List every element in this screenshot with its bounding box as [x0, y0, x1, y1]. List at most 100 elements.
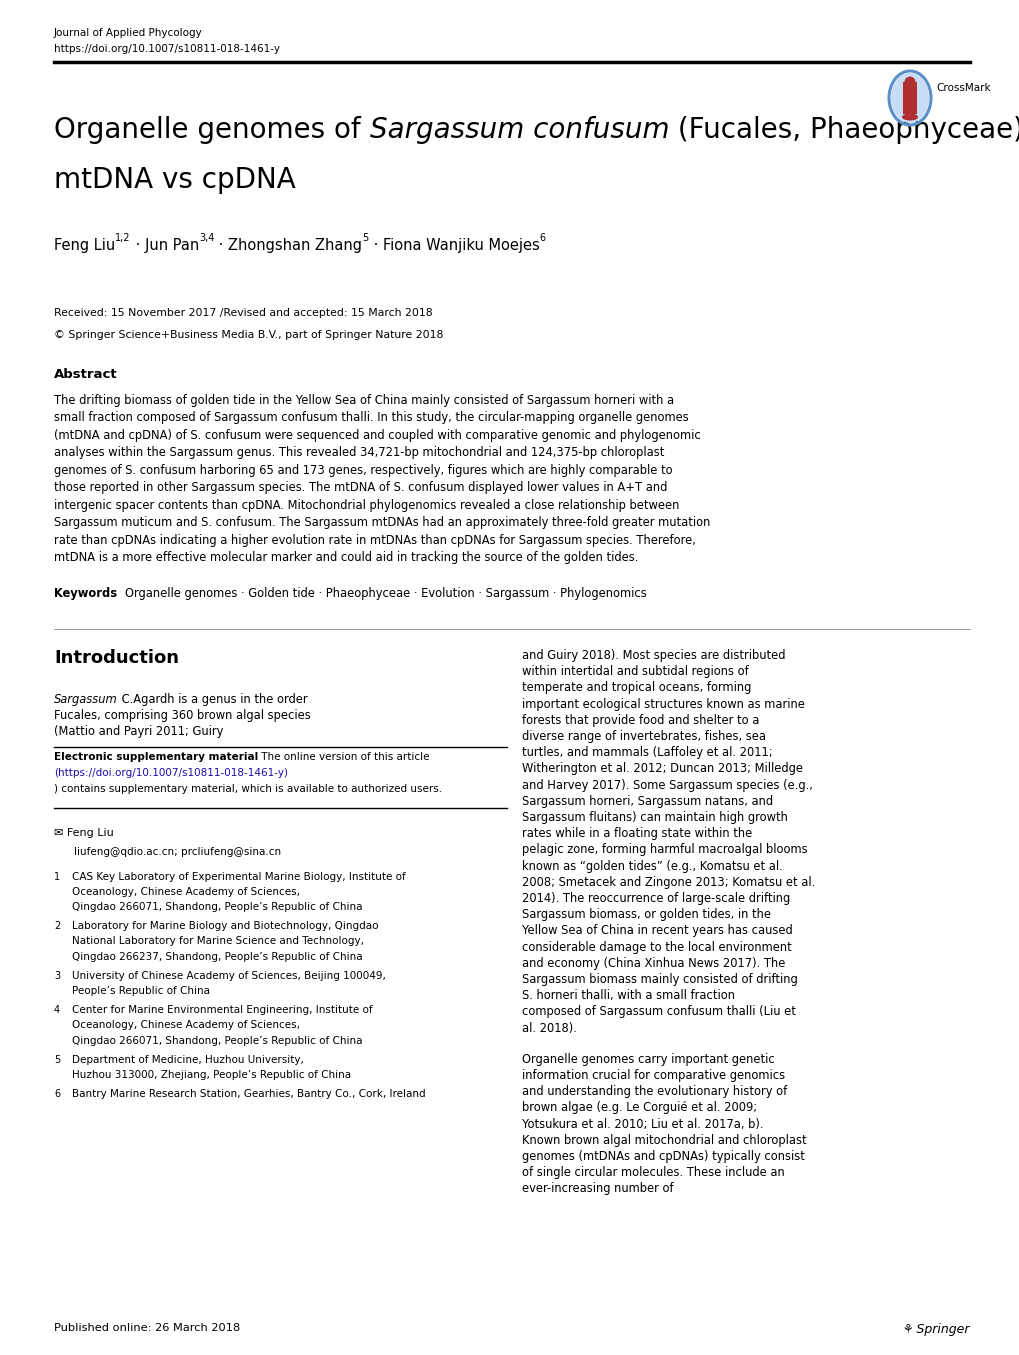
Text: mtDNA is a more effective molecular marker and could aid in tracking the source : mtDNA is a more effective molecular mark… [54, 551, 638, 565]
Text: Sargassum biomass mainly consisted of drifting: Sargassum biomass mainly consisted of dr… [522, 973, 797, 986]
Text: considerable damage to the local environment: considerable damage to the local environ… [522, 940, 791, 954]
Text: known as “golden tides” (e.g., Komatsu et al.: known as “golden tides” (e.g., Komatsu e… [522, 859, 782, 873]
Text: Sargassum fluitans) can maintain high growth: Sargassum fluitans) can maintain high gr… [522, 812, 787, 824]
Text: (https://doi.org/10.1007/s10811-018-1461-y): (https://doi.org/10.1007/s10811-018-1461… [54, 768, 287, 778]
Text: C.Agardh is a genus in the order: C.Agardh is a genus in the order [117, 692, 307, 706]
Ellipse shape [901, 114, 917, 121]
Text: CrossMark: CrossMark [935, 83, 989, 93]
Text: Fucales, comprising 360 brown algal species: Fucales, comprising 360 brown algal spec… [54, 709, 311, 722]
Text: Witherington et al. 2012; Duncan 2013; Milledge: Witherington et al. 2012; Duncan 2013; M… [522, 763, 802, 775]
Text: People’s Republic of China: People’s Republic of China [72, 986, 210, 996]
Text: Oceanology, Chinese Academy of Sciences,: Oceanology, Chinese Academy of Sciences, [72, 1020, 300, 1030]
Text: (Mattio and Payri 2011; Guiry: (Mattio and Payri 2011; Guiry [54, 725, 223, 738]
Text: composed of Sargassum confusum thalli (Liu et: composed of Sargassum confusum thalli (L… [522, 1005, 795, 1019]
Text: 3,4: 3,4 [199, 233, 214, 243]
Circle shape [904, 76, 915, 88]
Text: (Fucales, Phaeophyceae):: (Fucales, Phaeophyceae): [668, 117, 1019, 144]
Text: and Harvey 2017). Some Sargassum species (e.g.,: and Harvey 2017). Some Sargassum species… [522, 779, 812, 791]
Text: 2014). The reoccurrence of large-scale drifting: 2014). The reoccurrence of large-scale d… [522, 892, 790, 905]
Text: analyses within the Sargassum genus. This revealed 34,721-bp mitochondrial and 1: analyses within the Sargassum genus. Thi… [54, 447, 663, 459]
Text: Oceanology, Chinese Academy of Sciences,: Oceanology, Chinese Academy of Sciences, [72, 886, 300, 897]
Text: Feng Liu: Feng Liu [54, 238, 115, 253]
Text: Qingdao 266237, Shandong, People’s Republic of China: Qingdao 266237, Shandong, People’s Repub… [72, 951, 363, 962]
Text: © Springer Science+Business Media B.V., part of Springer Nature 2018: © Springer Science+Business Media B.V., … [54, 331, 443, 340]
Text: genomes of S. confusum harboring 65 and 173 genes, respectively, figures which a: genomes of S. confusum harboring 65 and … [54, 463, 672, 477]
Text: The online version of this article: The online version of this article [258, 752, 429, 762]
Text: Published online: 26 March 2018: Published online: 26 March 2018 [54, 1322, 240, 1333]
Text: small fraction composed of Sargassum confusum thalli. In this study, the circula: small fraction composed of Sargassum con… [54, 412, 688, 424]
Text: Sargassum confusum: Sargassum confusum [369, 117, 668, 144]
Text: ) contains supplementary material, which is available to authorized users.: ) contains supplementary material, which… [54, 785, 441, 794]
Text: Electronic supplementary material: Electronic supplementary material [54, 752, 258, 762]
Text: within intertidal and subtidal regions of: within intertidal and subtidal regions o… [522, 665, 748, 679]
Text: Abstract: Abstract [54, 369, 117, 381]
Text: Sargassum horneri, Sargassum natans, and: Sargassum horneri, Sargassum natans, and [522, 795, 772, 808]
Text: rates while in a floating state within the: rates while in a floating state within t… [522, 827, 752, 840]
Text: 1: 1 [54, 871, 60, 882]
Text: Center for Marine Environmental Engineering, Institute of: Center for Marine Environmental Engineer… [72, 1005, 372, 1015]
Text: National Laboratory for Marine Science and Technology,: National Laboratory for Marine Science a… [72, 936, 364, 946]
Text: ever-increasing number of: ever-increasing number of [522, 1183, 673, 1195]
Text: pelagic zone, forming harmful macroalgal blooms: pelagic zone, forming harmful macroalgal… [522, 843, 807, 856]
Text: 5: 5 [362, 233, 368, 243]
Text: Organelle genomes · Golden tide · Phaeophyceae · Evolution · Sargassum · Phyloge: Organelle genomes · Golden tide · Phaeop… [125, 587, 646, 600]
Text: https://doi.org/10.1007/s10811-018-1461-y: https://doi.org/10.1007/s10811-018-1461-… [54, 43, 280, 54]
Text: and understanding the evolutionary history of: and understanding the evolutionary histo… [522, 1085, 787, 1098]
Text: rate than cpDNAs indicating a higher evolution rate in mtDNAs than cpDNAs for Sa: rate than cpDNAs indicating a higher evo… [54, 534, 695, 547]
Text: Sargassum biomass, or golden tides, in the: Sargassum biomass, or golden tides, in t… [522, 908, 770, 921]
Text: Yellow Sea of China in recent years has caused: Yellow Sea of China in recent years has … [522, 924, 792, 938]
Text: Department of Medicine, Huzhou University,: Department of Medicine, Huzhou Universit… [72, 1054, 304, 1065]
Text: mtDNA vs cpDNA: mtDNA vs cpDNA [54, 167, 296, 194]
Text: · Fiona Wanjiku Moejes: · Fiona Wanjiku Moejes [368, 238, 539, 253]
Text: 2008; Smetacek and Zingone 2013; Komatsu et al.: 2008; Smetacek and Zingone 2013; Komatsu… [522, 875, 814, 889]
Text: liufeng@qdio.ac.cn; prcliufeng@sina.cn: liufeng@qdio.ac.cn; prcliufeng@sina.cn [74, 847, 281, 856]
Text: turtles, and mammals (Laffoley et al. 2011;: turtles, and mammals (Laffoley et al. 20… [522, 747, 771, 759]
Text: Journal of Applied Phycology: Journal of Applied Phycology [54, 28, 203, 38]
Text: forests that provide food and shelter to a: forests that provide food and shelter to… [522, 714, 758, 726]
Text: 6: 6 [539, 233, 545, 243]
Text: (mtDNA and cpDNA) of S. confusum were sequenced and coupled with comparative gen: (mtDNA and cpDNA) of S. confusum were se… [54, 430, 700, 442]
Text: Qingdao 266071, Shandong, People’s Republic of China: Qingdao 266071, Shandong, People’s Repub… [72, 902, 362, 912]
Text: Huzhou 313000, Zhejiang, People’s Republic of China: Huzhou 313000, Zhejiang, People’s Republ… [72, 1070, 351, 1080]
Text: Known brown algal mitochondrial and chloroplast: Known brown algal mitochondrial and chlo… [522, 1134, 806, 1146]
Bar [902, 83, 916, 114]
Text: S. horneri thalli, with a small fraction: S. horneri thalli, with a small fraction [522, 989, 735, 1003]
Text: Organelle genomes of: Organelle genomes of [54, 117, 369, 144]
Text: 3: 3 [54, 970, 60, 981]
Text: CAS Key Laboratory of Experimental Marine Biology, Institute of: CAS Key Laboratory of Experimental Marin… [72, 871, 406, 882]
Text: information crucial for comparative genomics: information crucial for comparative geno… [522, 1069, 785, 1083]
Text: genomes (mtDNAs and cpDNAs) typically consist: genomes (mtDNAs and cpDNAs) typically co… [522, 1150, 804, 1163]
Text: those reported in other Sargassum species. The mtDNA of S. confusum displayed lo: those reported in other Sargassum specie… [54, 481, 666, 495]
Text: University of Chinese Academy of Sciences, Beijing 100049,: University of Chinese Academy of Science… [72, 970, 385, 981]
Text: ⚘ Springer: ⚘ Springer [904, 1322, 969, 1336]
Text: Introduction: Introduction [54, 649, 178, 667]
Text: Qingdao 266071, Shandong, People’s Republic of China: Qingdao 266071, Shandong, People’s Repub… [72, 1035, 362, 1046]
Text: · Zhongshan Zhang: · Zhongshan Zhang [214, 238, 362, 253]
Text: Received: 15 November 2017 /Revised and accepted: 15 March 2018: Received: 15 November 2017 /Revised and … [54, 308, 432, 318]
Text: 1,2: 1,2 [115, 233, 130, 243]
Text: 5: 5 [54, 1054, 60, 1065]
Text: brown algae (e.g. Le Corguié et al. 2009;: brown algae (e.g. Le Corguié et al. 2009… [522, 1102, 756, 1114]
Text: 6: 6 [54, 1089, 60, 1099]
Ellipse shape [891, 73, 928, 123]
Text: and economy (China Xinhua News 2017). The: and economy (China Xinhua News 2017). Th… [522, 957, 785, 970]
Text: Organelle genomes carry important genetic: Organelle genomes carry important geneti… [522, 1053, 774, 1066]
Text: al. 2018).: al. 2018). [522, 1022, 577, 1035]
Text: intergenic spacer contents than cpDNA. Mitochondrial phylogenomics revealed a cl: intergenic spacer contents than cpDNA. M… [54, 499, 679, 512]
Text: Keywords: Keywords [54, 587, 125, 600]
Text: temperate and tropical oceans, forming: temperate and tropical oceans, forming [522, 682, 751, 694]
Text: important ecological structures known as marine: important ecological structures known as… [522, 698, 804, 710]
Text: ✉ Feng Liu: ✉ Feng Liu [54, 828, 114, 837]
Text: The drifting biomass of golden tide in the Yellow Sea of China mainly consisted : The drifting biomass of golden tide in t… [54, 394, 674, 406]
Text: and Guiry 2018). Most species are distributed: and Guiry 2018). Most species are distri… [522, 649, 785, 663]
Text: Sargassum: Sargassum [54, 692, 117, 706]
Text: Yotsukura et al. 2010; Liu et al. 2017a, b).: Yotsukura et al. 2010; Liu et al. 2017a,… [522, 1118, 763, 1130]
Text: diverse range of invertebrates, fishes, sea: diverse range of invertebrates, fishes, … [522, 730, 765, 743]
Text: 2: 2 [54, 921, 60, 931]
Text: · Jun Pan: · Jun Pan [130, 238, 199, 253]
Text: of single circular molecules. These include an: of single circular molecules. These incl… [522, 1167, 784, 1179]
Text: Bantry Marine Research Station, Gearhies, Bantry Co., Cork, Ireland: Bantry Marine Research Station, Gearhies… [72, 1089, 425, 1099]
Text: Laboratory for Marine Biology and Biotechnology, Qingdao: Laboratory for Marine Biology and Biotec… [72, 921, 378, 931]
Text: Sargassum muticum and S. confusum. The Sargassum mtDNAs had an approximately thr: Sargassum muticum and S. confusum. The S… [54, 516, 709, 530]
Text: 4: 4 [54, 1005, 60, 1015]
